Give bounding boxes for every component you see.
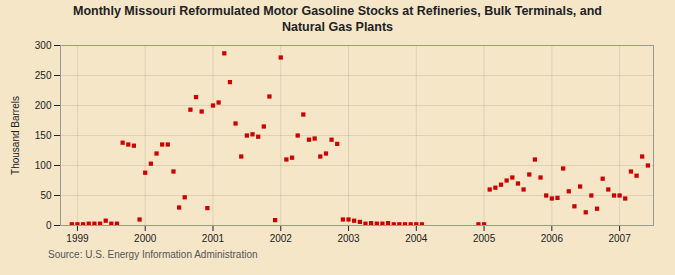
svg-text:2005: 2005: [473, 233, 496, 244]
svg-text:50: 50: [40, 190, 52, 201]
svg-text:200: 200: [35, 100, 52, 111]
svg-text:Thousand Barrels: Thousand Barrels: [10, 96, 21, 175]
svg-text:0: 0: [46, 220, 52, 231]
svg-text:2004: 2004: [405, 233, 428, 244]
svg-text:100: 100: [35, 160, 52, 171]
svg-text:2007: 2007: [608, 233, 631, 244]
html-text:Source: U.S. Energy Informatio: Source: U.S. Energy Information Administ…: [48, 249, 258, 261]
svg-text:2002: 2002: [270, 233, 293, 244]
svg-text:2001: 2001: [202, 233, 225, 244]
svg-text:150: 150: [35, 130, 52, 141]
html-text:Monthly Missouri Reformulated: Monthly Missouri Reformulated Motor Gaso…: [73, 4, 602, 34]
svg-text:2003: 2003: [337, 233, 360, 244]
svg-text:2006: 2006: [541, 233, 564, 244]
svg-text:1999: 1999: [66, 233, 89, 244]
svg-text:250: 250: [35, 70, 52, 81]
svg-text:300: 300: [35, 40, 52, 51]
svg-text:2000: 2000: [134, 233, 157, 244]
